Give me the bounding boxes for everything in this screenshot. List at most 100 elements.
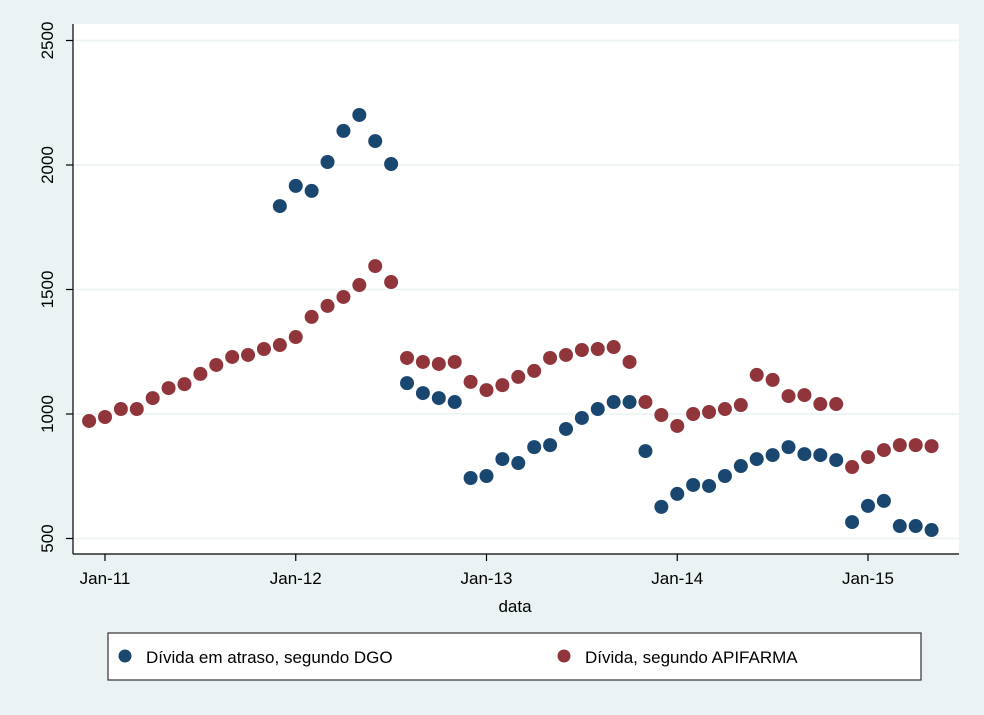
point-dgo bbox=[336, 123, 351, 138]
point-dgo bbox=[686, 477, 701, 492]
point-apifarma bbox=[638, 395, 653, 410]
y-tick-label: 1000 bbox=[38, 395, 57, 433]
point-dgo bbox=[384, 157, 399, 172]
point-apifarma bbox=[733, 398, 748, 413]
point-apifarma bbox=[702, 405, 717, 420]
point-apifarma bbox=[574, 343, 589, 358]
point-dgo bbox=[558, 421, 573, 436]
point-dgo bbox=[368, 134, 383, 149]
series-apifarma bbox=[82, 259, 939, 475]
point-apifarma bbox=[797, 388, 812, 403]
point-apifarma bbox=[511, 369, 526, 384]
point-apifarma bbox=[415, 354, 430, 369]
point-dgo bbox=[527, 440, 542, 455]
point-dgo bbox=[892, 519, 907, 534]
point-apifarma bbox=[177, 377, 192, 392]
legend-label-apifarma: Dívida, segundo APIFARMA bbox=[585, 648, 798, 667]
point-apifarma bbox=[908, 438, 923, 453]
point-dgo bbox=[622, 395, 637, 410]
point-apifarma bbox=[543, 350, 558, 365]
grid-lines bbox=[73, 39, 959, 540]
point-dgo bbox=[463, 470, 478, 485]
point-dgo bbox=[288, 178, 303, 193]
point-apifarma bbox=[813, 397, 828, 412]
point-dgo bbox=[654, 499, 669, 514]
point-apifarma bbox=[352, 278, 367, 293]
point-dgo bbox=[415, 386, 430, 401]
point-dgo bbox=[543, 438, 558, 453]
point-apifarma bbox=[495, 378, 510, 393]
point-apifarma bbox=[82, 413, 97, 428]
point-dgo bbox=[431, 391, 446, 406]
point-apifarma bbox=[431, 356, 446, 371]
point-dgo bbox=[447, 395, 462, 410]
point-apifarma bbox=[336, 289, 351, 304]
point-apifarma bbox=[463, 374, 478, 389]
point-apifarma bbox=[924, 439, 939, 454]
point-dgo bbox=[781, 440, 796, 455]
point-apifarma bbox=[241, 347, 256, 362]
data-points bbox=[82, 107, 939, 538]
point-dgo bbox=[638, 444, 653, 459]
point-dgo bbox=[400, 376, 415, 391]
point-apifarma bbox=[765, 372, 780, 387]
x-tick-label: Jan-11 bbox=[80, 569, 131, 588]
point-apifarma bbox=[320, 298, 335, 313]
point-apifarma bbox=[670, 418, 685, 433]
point-apifarma bbox=[145, 391, 160, 406]
legend-label-dgo: Dívida em atraso, segundo DGO bbox=[146, 648, 393, 667]
y-tick-label: 500 bbox=[38, 524, 57, 552]
point-dgo bbox=[304, 183, 319, 198]
point-dgo bbox=[908, 519, 923, 534]
point-apifarma bbox=[527, 363, 542, 378]
point-apifarma bbox=[892, 438, 907, 453]
point-apifarma bbox=[113, 402, 128, 417]
point-dgo bbox=[861, 498, 875, 513]
x-axis-title: data bbox=[498, 597, 532, 616]
point-dgo bbox=[749, 452, 764, 467]
point-apifarma bbox=[288, 330, 303, 345]
point-dgo bbox=[733, 459, 748, 474]
point-dgo bbox=[717, 469, 732, 484]
point-dgo bbox=[320, 155, 335, 170]
point-dgo bbox=[352, 107, 367, 122]
point-apifarma bbox=[384, 275, 399, 290]
point-apifarma bbox=[829, 397, 844, 412]
point-apifarma bbox=[161, 381, 176, 396]
point-dgo bbox=[272, 199, 287, 214]
point-dgo bbox=[606, 395, 621, 410]
point-dgo bbox=[813, 448, 828, 463]
x-tick-label: Jan-14 bbox=[651, 569, 703, 588]
legend: Dívida em atraso, segundo DGO Dívida, se… bbox=[107, 632, 922, 681]
point-apifarma bbox=[861, 450, 875, 465]
point-apifarma bbox=[717, 402, 732, 417]
point-apifarma bbox=[256, 342, 271, 357]
point-apifarma bbox=[749, 367, 764, 382]
point-apifarma bbox=[622, 354, 637, 369]
point-dgo bbox=[495, 452, 510, 467]
y-tick-label: 2000 bbox=[38, 146, 57, 184]
legend-box bbox=[107, 632, 922, 681]
x-tick-label: Jan-12 bbox=[270, 569, 322, 588]
legend-marker-apifarma bbox=[557, 649, 571, 663]
point-apifarma bbox=[606, 340, 621, 355]
point-apifarma bbox=[876, 443, 891, 458]
point-apifarma bbox=[400, 350, 415, 365]
point-dgo bbox=[924, 523, 939, 538]
y-tick-label: 1500 bbox=[38, 271, 57, 309]
point-dgo bbox=[670, 486, 685, 501]
point-dgo bbox=[829, 453, 844, 468]
y-tick-label: 2500 bbox=[38, 22, 57, 60]
point-apifarma bbox=[129, 402, 144, 417]
point-apifarma bbox=[225, 349, 240, 364]
y-axis-ticks: 500 1000 1500 2000 2500 bbox=[38, 22, 73, 553]
series-dgo bbox=[272, 107, 939, 538]
point-dgo bbox=[590, 402, 605, 417]
x-axis-ticks: Jan-11 Jan-12 Jan-13 Jan-14 Jan-15 bbox=[80, 554, 894, 588]
point-apifarma bbox=[272, 338, 287, 353]
point-dgo bbox=[845, 515, 860, 530]
point-apifarma bbox=[558, 347, 573, 362]
point-apifarma bbox=[590, 342, 605, 357]
point-dgo bbox=[797, 447, 812, 462]
